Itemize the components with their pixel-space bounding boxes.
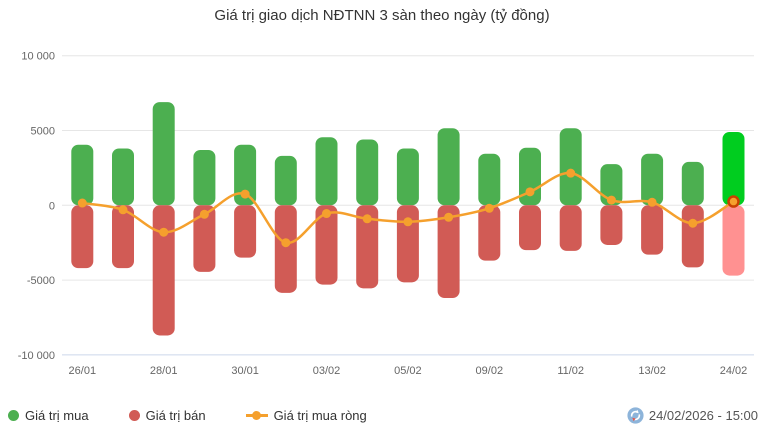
net-marker-icon	[245, 410, 268, 421]
buy-bar[interactable]	[722, 131, 745, 206]
chart-footer: Giá trị mua Giá trị bán Giá trị mua ròng	[8, 403, 758, 427]
buy-bar[interactable]	[274, 155, 297, 206]
sell-bar[interactable]	[641, 205, 664, 255]
buy-bar[interactable]	[71, 144, 94, 206]
net-point[interactable]	[525, 187, 535, 197]
legend: Giá trị mua Giá trị bán Giá trị mua ròng	[8, 408, 367, 423]
sell-bar[interactable]	[519, 205, 541, 251]
net-point[interactable]	[199, 209, 209, 219]
net-point[interactable]	[647, 197, 657, 207]
x-axis-tick-label: 24/02	[720, 365, 748, 377]
chart-title: Giá trị giao dịch NĐTNN 3 sàn theo ngày …	[214, 7, 550, 24]
net-point[interactable]	[281, 238, 291, 248]
y-axis-tick-label: 0	[49, 200, 55, 212]
buy-bar[interactable]	[600, 164, 623, 206]
buy-bar[interactable]	[681, 161, 704, 206]
y-axis-tick-label: -5000	[27, 275, 55, 287]
sell-bar[interactable]	[681, 205, 704, 268]
buy-bar[interactable]	[519, 147, 541, 206]
legend-label-sell: Giá trị bán	[145, 407, 206, 423]
sell-bar[interactable]	[315, 205, 338, 285]
net-point[interactable]	[322, 209, 331, 219]
x-axis-tick-label: 11/02	[557, 365, 584, 377]
x-axis-tick-label: 03/02	[313, 365, 341, 377]
buy-bar[interactable]	[193, 149, 216, 206]
sell-bar[interactable]	[396, 205, 419, 283]
net-point[interactable]	[362, 214, 372, 224]
sell-bar[interactable]	[274, 205, 297, 293]
buy-bar[interactable]	[234, 144, 257, 206]
buy-bar[interactable]	[356, 139, 379, 206]
net-point[interactable]	[444, 212, 454, 222]
net-point[interactable]	[484, 203, 494, 213]
sell-bar[interactable]	[600, 205, 623, 245]
timestamp-wrap: 24/02/2026 - 15:00	[627, 406, 758, 424]
transaction-chart: 10 000 5000 0 -5000 -10 000 26/01 28/01 30/01 03…	[18, 51, 754, 377]
buy-bar[interactable]	[396, 148, 419, 206]
net-point[interactable]	[118, 205, 128, 215]
net-point[interactable]	[606, 195, 616, 205]
net-point[interactable]	[403, 217, 413, 227]
buy-bar[interactable]	[437, 128, 460, 206]
net-point[interactable]	[159, 227, 169, 237]
buy-bar[interactable]	[641, 153, 664, 206]
buy-bar[interactable]	[152, 102, 175, 206]
buy-marker-icon	[8, 409, 19, 421]
legend-label-buy: Giá trị mua	[25, 407, 89, 423]
x-axis-tick-label: 13/02	[638, 365, 666, 377]
legend-item-sell[interactable]: Giá trị bán	[128, 407, 206, 423]
buy-bar[interactable]	[112, 148, 134, 206]
sell-bar[interactable]	[437, 205, 460, 299]
net-point[interactable]	[688, 218, 698, 228]
legend-item-net[interactable]: Giá trị mua ròng	[245, 407, 367, 423]
y-axis-tick-label: 10 000	[21, 51, 55, 63]
buy-bar[interactable]	[478, 153, 501, 206]
legend-label-net: Giá trị mua ròng	[273, 407, 367, 423]
sync-icon	[627, 406, 644, 424]
sell-bar[interactable]	[234, 205, 257, 258]
sell-bar[interactable]	[356, 205, 379, 289]
sell-bar[interactable]	[722, 205, 745, 276]
net-point[interactable]	[240, 189, 250, 199]
sell-bar[interactable]	[112, 205, 134, 269]
sell-marker-icon	[128, 409, 140, 421]
legend-item-buy[interactable]: Giá trị mua	[8, 408, 89, 423]
y-axis-tick-label: -10 000	[18, 350, 55, 362]
sell-bar[interactable]	[478, 205, 501, 261]
net-point[interactable]	[566, 168, 576, 178]
buy-bar[interactable]	[315, 137, 338, 206]
x-axis-tick-label: 09/02	[476, 365, 504, 377]
sell-bar[interactable]	[559, 205, 582, 251]
x-axis-tick-label: 26/01	[69, 365, 97, 377]
net-point[interactable]	[77, 198, 87, 208]
sell-bar[interactable]	[193, 205, 216, 272]
chart-timestamp: 24/02/2026 - 15:00	[648, 407, 758, 423]
x-axis-tick-label: 30/01	[231, 365, 259, 377]
sell-bar[interactable]	[71, 205, 94, 269]
net-point[interactable]	[727, 195, 740, 208]
x-axis-tick-label: 05/02	[394, 365, 422, 377]
y-axis-tick-label: 5000	[31, 126, 55, 138]
buy-bar[interactable]	[559, 128, 582, 206]
sell-bar[interactable]	[152, 205, 175, 336]
x-axis-tick-label: 28/01	[150, 365, 178, 377]
